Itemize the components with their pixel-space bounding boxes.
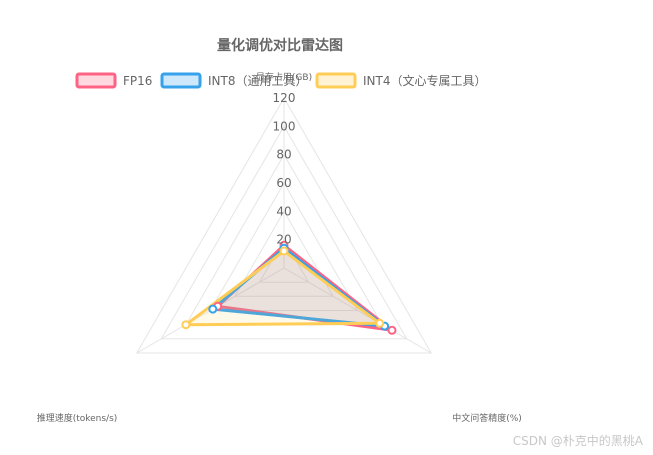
tick-label-2: 60 bbox=[276, 176, 291, 190]
data-point-2-1[interactable] bbox=[375, 318, 385, 328]
legend-item-2[interactable]: INT4（文心专属工具） bbox=[315, 72, 486, 89]
legend-item-1[interactable]: INT8（通用工具） bbox=[160, 72, 307, 89]
legend-label-2: INT4（文心专属工具） bbox=[363, 73, 486, 88]
axis-label-0: 显存占用(GB) bbox=[256, 71, 312, 83]
data-point-0-1[interactable] bbox=[387, 325, 397, 335]
tick-label-1: 40 bbox=[276, 204, 291, 218]
axis-label-2: 推理速度(tokens/s) bbox=[37, 412, 118, 424]
legend-label-1: INT8（通用工具） bbox=[208, 74, 307, 88]
data-point-2-2[interactable] bbox=[181, 320, 191, 330]
legend-item-0[interactable]: FP16 bbox=[75, 72, 152, 89]
grid-ring-2 bbox=[209, 181, 359, 311]
radar-labels: 20 40 60 80 100 120 显存占用(GB) 中文问答精度(%) 推理速度(toke… bbox=[37, 71, 522, 424]
tick-label-5: 120 bbox=[273, 91, 296, 105]
axis-spoke-1 bbox=[283, 267, 432, 354]
data-point-2-0[interactable] bbox=[279, 246, 289, 256]
watermark: CSDN @朴克中的黑桃A bbox=[512, 434, 643, 448]
series-area-2 bbox=[184, 249, 382, 327]
axis-label-1: 中文问答精度(%) bbox=[452, 412, 522, 424]
tick-label-0: 20 bbox=[276, 233, 291, 247]
grid-ring-4 bbox=[160, 125, 408, 340]
legend-label-0: FP16 bbox=[123, 74, 152, 88]
chart-title: 量化调优对比雷达图 bbox=[217, 37, 343, 54]
grid-ring-1 bbox=[234, 210, 334, 297]
legend-swatch-2 bbox=[315, 72, 357, 89]
tick-label-3: 80 bbox=[276, 148, 291, 162]
legend-swatch-1 bbox=[160, 72, 202, 89]
grid-ring-5 bbox=[135, 96, 433, 354]
tick-label-4: 100 bbox=[273, 119, 296, 133]
radar-series bbox=[181, 240, 397, 335]
legend: FP16 INT8（通用工具） INT4（文心专属工具） bbox=[75, 72, 486, 89]
legend-swatch-0 bbox=[75, 72, 117, 89]
data-point-1-2[interactable] bbox=[208, 304, 218, 314]
